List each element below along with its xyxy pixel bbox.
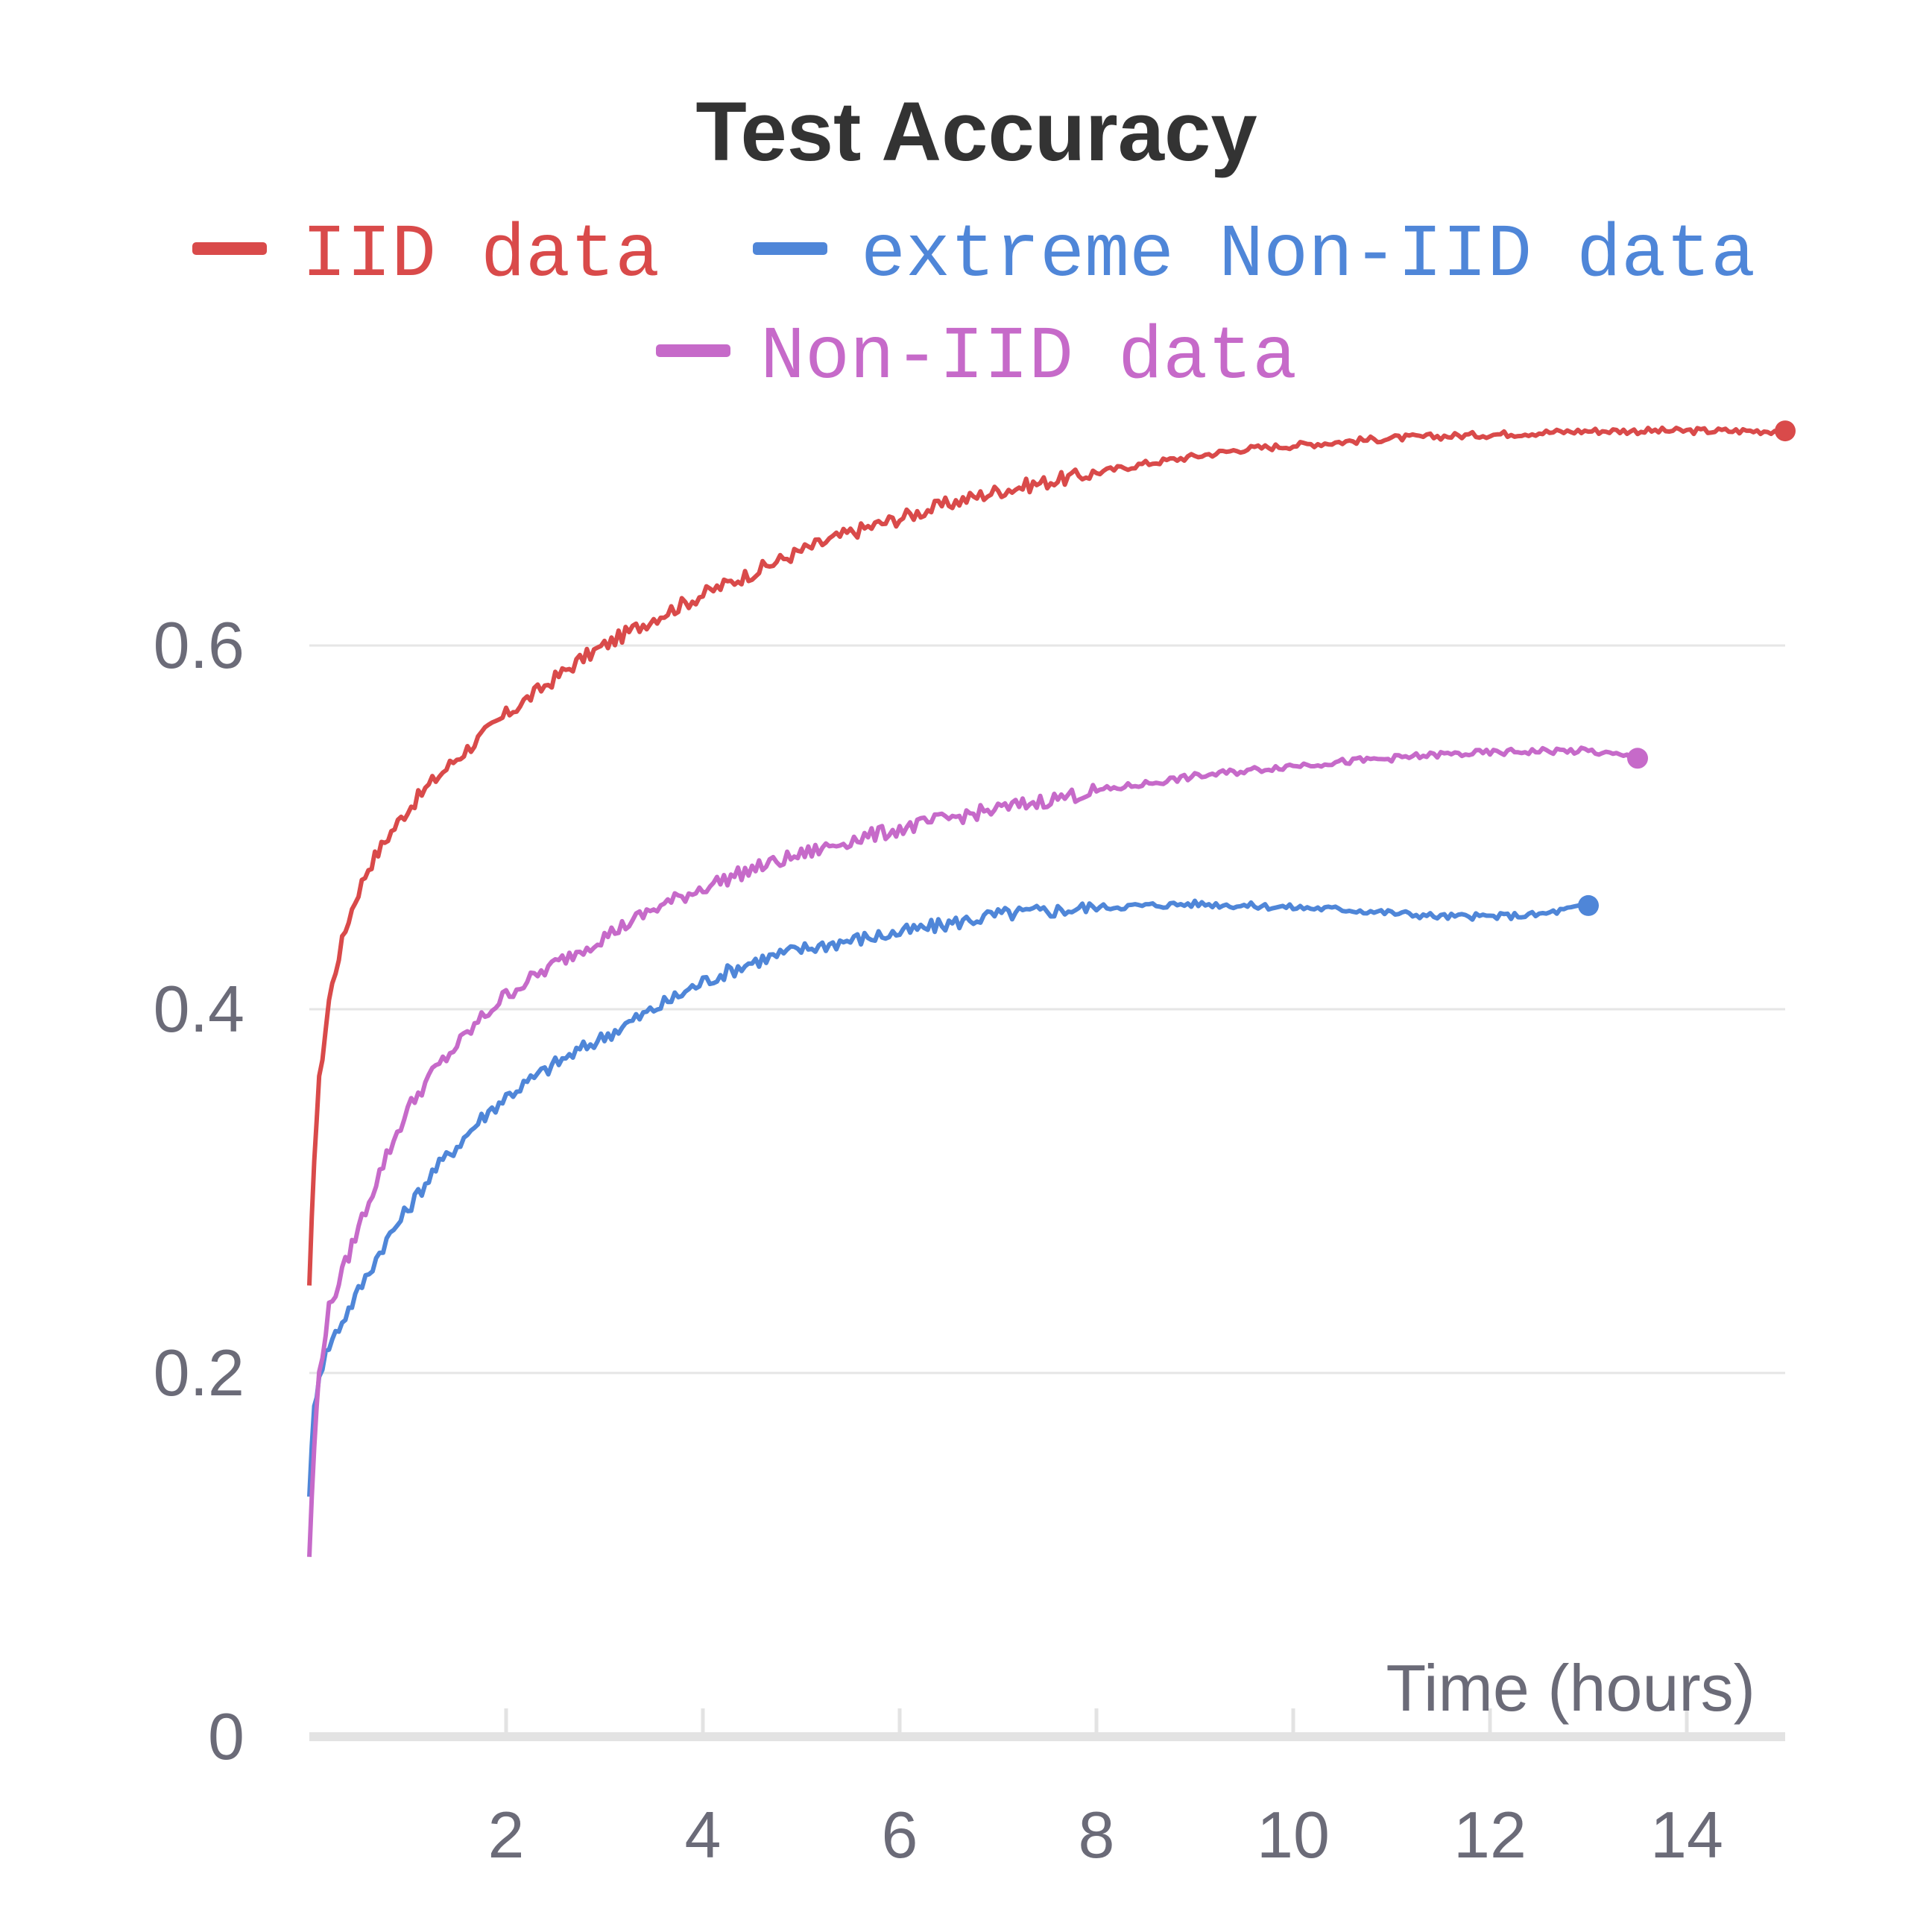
- legend: IID data extreme Non-IID data Non-IID data: [192, 214, 1755, 400]
- chart-title: Test Accuracy: [695, 85, 1257, 178]
- series-line: [307, 425, 1787, 1286]
- axes: 0 0.2 0.4 0.6 2 4 6 8 10 12 14: [154, 608, 1785, 1872]
- x-tick-label: 12: [1453, 1798, 1527, 1872]
- x-tick-label: 8: [1079, 1798, 1115, 1872]
- x-tick-label: 4: [685, 1798, 722, 1872]
- x-tick-label: 10: [1257, 1798, 1330, 1872]
- legend-label: extreme Non-IID data: [861, 214, 1755, 298]
- y-tick-label: 0.4: [154, 972, 244, 1046]
- series-end-marker: [1627, 748, 1648, 769]
- y-tick-label: 0.6: [154, 608, 244, 682]
- series-lines: [307, 420, 1796, 1557]
- legend-swatch: [753, 242, 827, 255]
- y-tick-label: 0.2: [154, 1336, 244, 1409]
- x-tick-label: 2: [488, 1798, 525, 1872]
- legend-swatch: [192, 242, 267, 255]
- legend-label: Non-IID data: [760, 316, 1297, 400]
- x-tick-label: 6: [882, 1798, 918, 1872]
- x-tick-label: 14: [1650, 1798, 1723, 1872]
- series-line: [307, 745, 1639, 1557]
- y-tick-label: 0: [208, 1699, 244, 1773]
- series-end-marker: [1775, 420, 1796, 442]
- gridlines: [309, 644, 1785, 1374]
- x-axis-label: Time (hours): [1386, 1651, 1755, 1725]
- legend-label: IID data: [302, 214, 660, 298]
- series-line: [307, 898, 1589, 1497]
- legend-swatch: [656, 344, 730, 357]
- series-end-marker: [1578, 894, 1599, 916]
